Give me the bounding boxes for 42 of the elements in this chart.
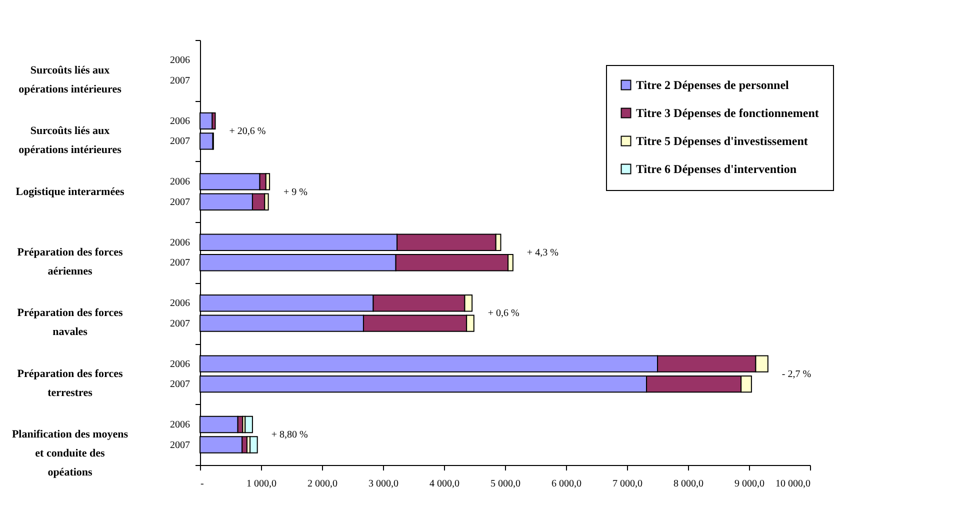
legend-label: Titre 2 Dépenses de personnel (636, 78, 790, 92)
annotation: + 4,3 % (526, 248, 558, 258)
y-tick-label: 2007 (170, 258, 190, 269)
x-tick-label: 10 000,0 (776, 478, 810, 490)
y-tick-label: 2007 (170, 379, 190, 390)
x-tick-label: - (200, 478, 204, 490)
text: Préparation des forces aériennes (17, 246, 124, 278)
text: Préparation des forces navales (17, 307, 124, 338)
text: Planification des moyens et conduite des opéations (12, 428, 129, 479)
text: Logistique interarmées (16, 186, 125, 198)
y-tick-label: 2007 (170, 318, 190, 330)
y-tick-label: 2006 (170, 420, 190, 431)
x-tick-label: 6 000,0 (552, 478, 582, 490)
legend-label: Titre 6 Dépenses d'intervention (636, 162, 797, 176)
text: Surcoûts liés aux opérations intérieures (18, 64, 122, 96)
x-tick-label: 8 000,0 (674, 478, 704, 490)
y-tick-label: 2006 (170, 55, 190, 66)
y-tick-label: 2006 (170, 176, 190, 188)
y-tick-label: 2006 (170, 116, 190, 127)
x-tick-label: 4 000,0 (430, 478, 460, 490)
text: Préparation des forces terrestres (17, 368, 124, 399)
legend-label: Titre 5 Dépenses d'investissement (636, 134, 808, 148)
legend-label: Titre 3 Dépenses de fonctionnement (636, 106, 819, 120)
y-tick-label: 2007 (170, 75, 190, 86)
annotation: + 0,6 % (488, 308, 520, 320)
x-tick-label: 1 000,0 (246, 478, 276, 490)
annotation: + 20,6 % (229, 126, 266, 138)
y-tick-label: 2007 (170, 196, 190, 208)
x-tick-label: 7 000,0 (612, 478, 642, 490)
annotation: + 8,80 % (271, 430, 308, 441)
x-tick-label: 5 000,0 (490, 478, 520, 490)
x-tick-label: 2 000,0 (308, 478, 338, 490)
text: Surcoûts liés aux opérations intérieures (18, 125, 122, 156)
y-tick-label: 2006 (170, 298, 190, 310)
y-tick-label: 2006 (170, 358, 190, 370)
annotation: - 2,7 % (782, 368, 812, 380)
x-tick-label: 9 000,0 (734, 478, 764, 490)
y-tick-label: 2007 (170, 136, 190, 148)
y-tick-label: 2007 (170, 440, 190, 451)
x-tick-label: 3 000,0 (368, 478, 398, 490)
y-tick-label: 2006 (170, 237, 190, 248)
annotation: + 9 % (284, 186, 308, 198)
